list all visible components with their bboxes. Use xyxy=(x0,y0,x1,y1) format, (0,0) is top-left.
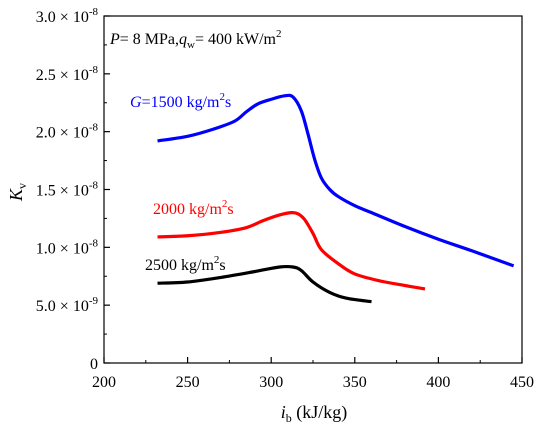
annotation-q-value: = 400 kW/m xyxy=(195,31,277,48)
series-label-1500-text: =1500 kg/m xyxy=(142,94,220,111)
y-tick-label: 2.0 × 10-8 xyxy=(36,122,99,142)
series-label-2000-post: s xyxy=(227,201,233,218)
x-tick-label: 450 xyxy=(510,374,534,391)
series-label-2500-text: 2500 kg/m xyxy=(145,257,214,274)
x-axis-title: ib (kJ/kg) xyxy=(281,402,348,425)
series-line-2000 xyxy=(157,210,426,291)
annotation-q-sub: w xyxy=(187,39,195,51)
series-label-2500-post: s xyxy=(219,257,225,274)
series-label-2500: 2500 kg/m2s xyxy=(145,254,226,274)
series-label-2500-sup: 2 xyxy=(214,254,220,266)
annotation-p: P xyxy=(109,31,120,48)
x-axis-title-sub: b xyxy=(286,411,292,425)
annotation-q-sup: 2 xyxy=(276,28,282,40)
series-label-1500-sup: 2 xyxy=(219,91,225,103)
y-tick-label: 5.0 × 10-9 xyxy=(36,295,99,315)
series-label-2000: 2000 kg/m2s xyxy=(153,198,234,218)
x-tick-label: 400 xyxy=(426,374,450,391)
series-label-2000-sup: 2 xyxy=(222,198,228,210)
plot-area xyxy=(157,93,515,304)
series-line-2500 xyxy=(157,264,372,304)
series-label-1500-post: s xyxy=(225,94,231,111)
x-tick-label: 200 xyxy=(92,374,116,391)
y-tick-label: 1.0 × 10-8 xyxy=(36,237,99,257)
series-label-2000-text: 2000 kg/m xyxy=(153,201,222,218)
y-tick-label: 0 xyxy=(90,356,98,373)
y-axis: 0 5.0 × 10-9 1.0 × 10-8 1.5 × 10-8 2.0 × 10-… xyxy=(36,6,110,373)
x-tick-label: 250 xyxy=(176,374,200,391)
y-axis-title-sub: v xyxy=(15,183,29,189)
annotation-q: q xyxy=(179,31,187,48)
x-axis: 200 250 300 350 400 450 xyxy=(92,357,534,391)
annotation-p-value: = 8 MPa, xyxy=(120,31,179,48)
x-tick-label: 350 xyxy=(343,374,367,391)
series-line-1500 xyxy=(157,93,515,268)
x-axis-title-unit: (kJ/kg) xyxy=(292,402,348,423)
series-label-1500-italic: G xyxy=(130,94,142,111)
y-tick-label: 3.0 × 10-8 xyxy=(36,6,99,26)
series-label-1500: G=1500 kg/m2s xyxy=(130,91,231,111)
y-tick-label: 2.5 × 10-8 xyxy=(36,64,99,84)
y-axis-title-main: K xyxy=(6,188,26,202)
y-tick-label: 1.5 × 10-8 xyxy=(36,180,99,200)
x-axis-title-main: i xyxy=(281,402,286,422)
plot-frame xyxy=(103,15,523,364)
x-tick-label: 300 xyxy=(259,374,283,391)
conditions-annotation: P= 8 MPa,qw= 400 kW/m2 xyxy=(109,28,282,51)
y-axis-title: Kv xyxy=(6,183,29,202)
